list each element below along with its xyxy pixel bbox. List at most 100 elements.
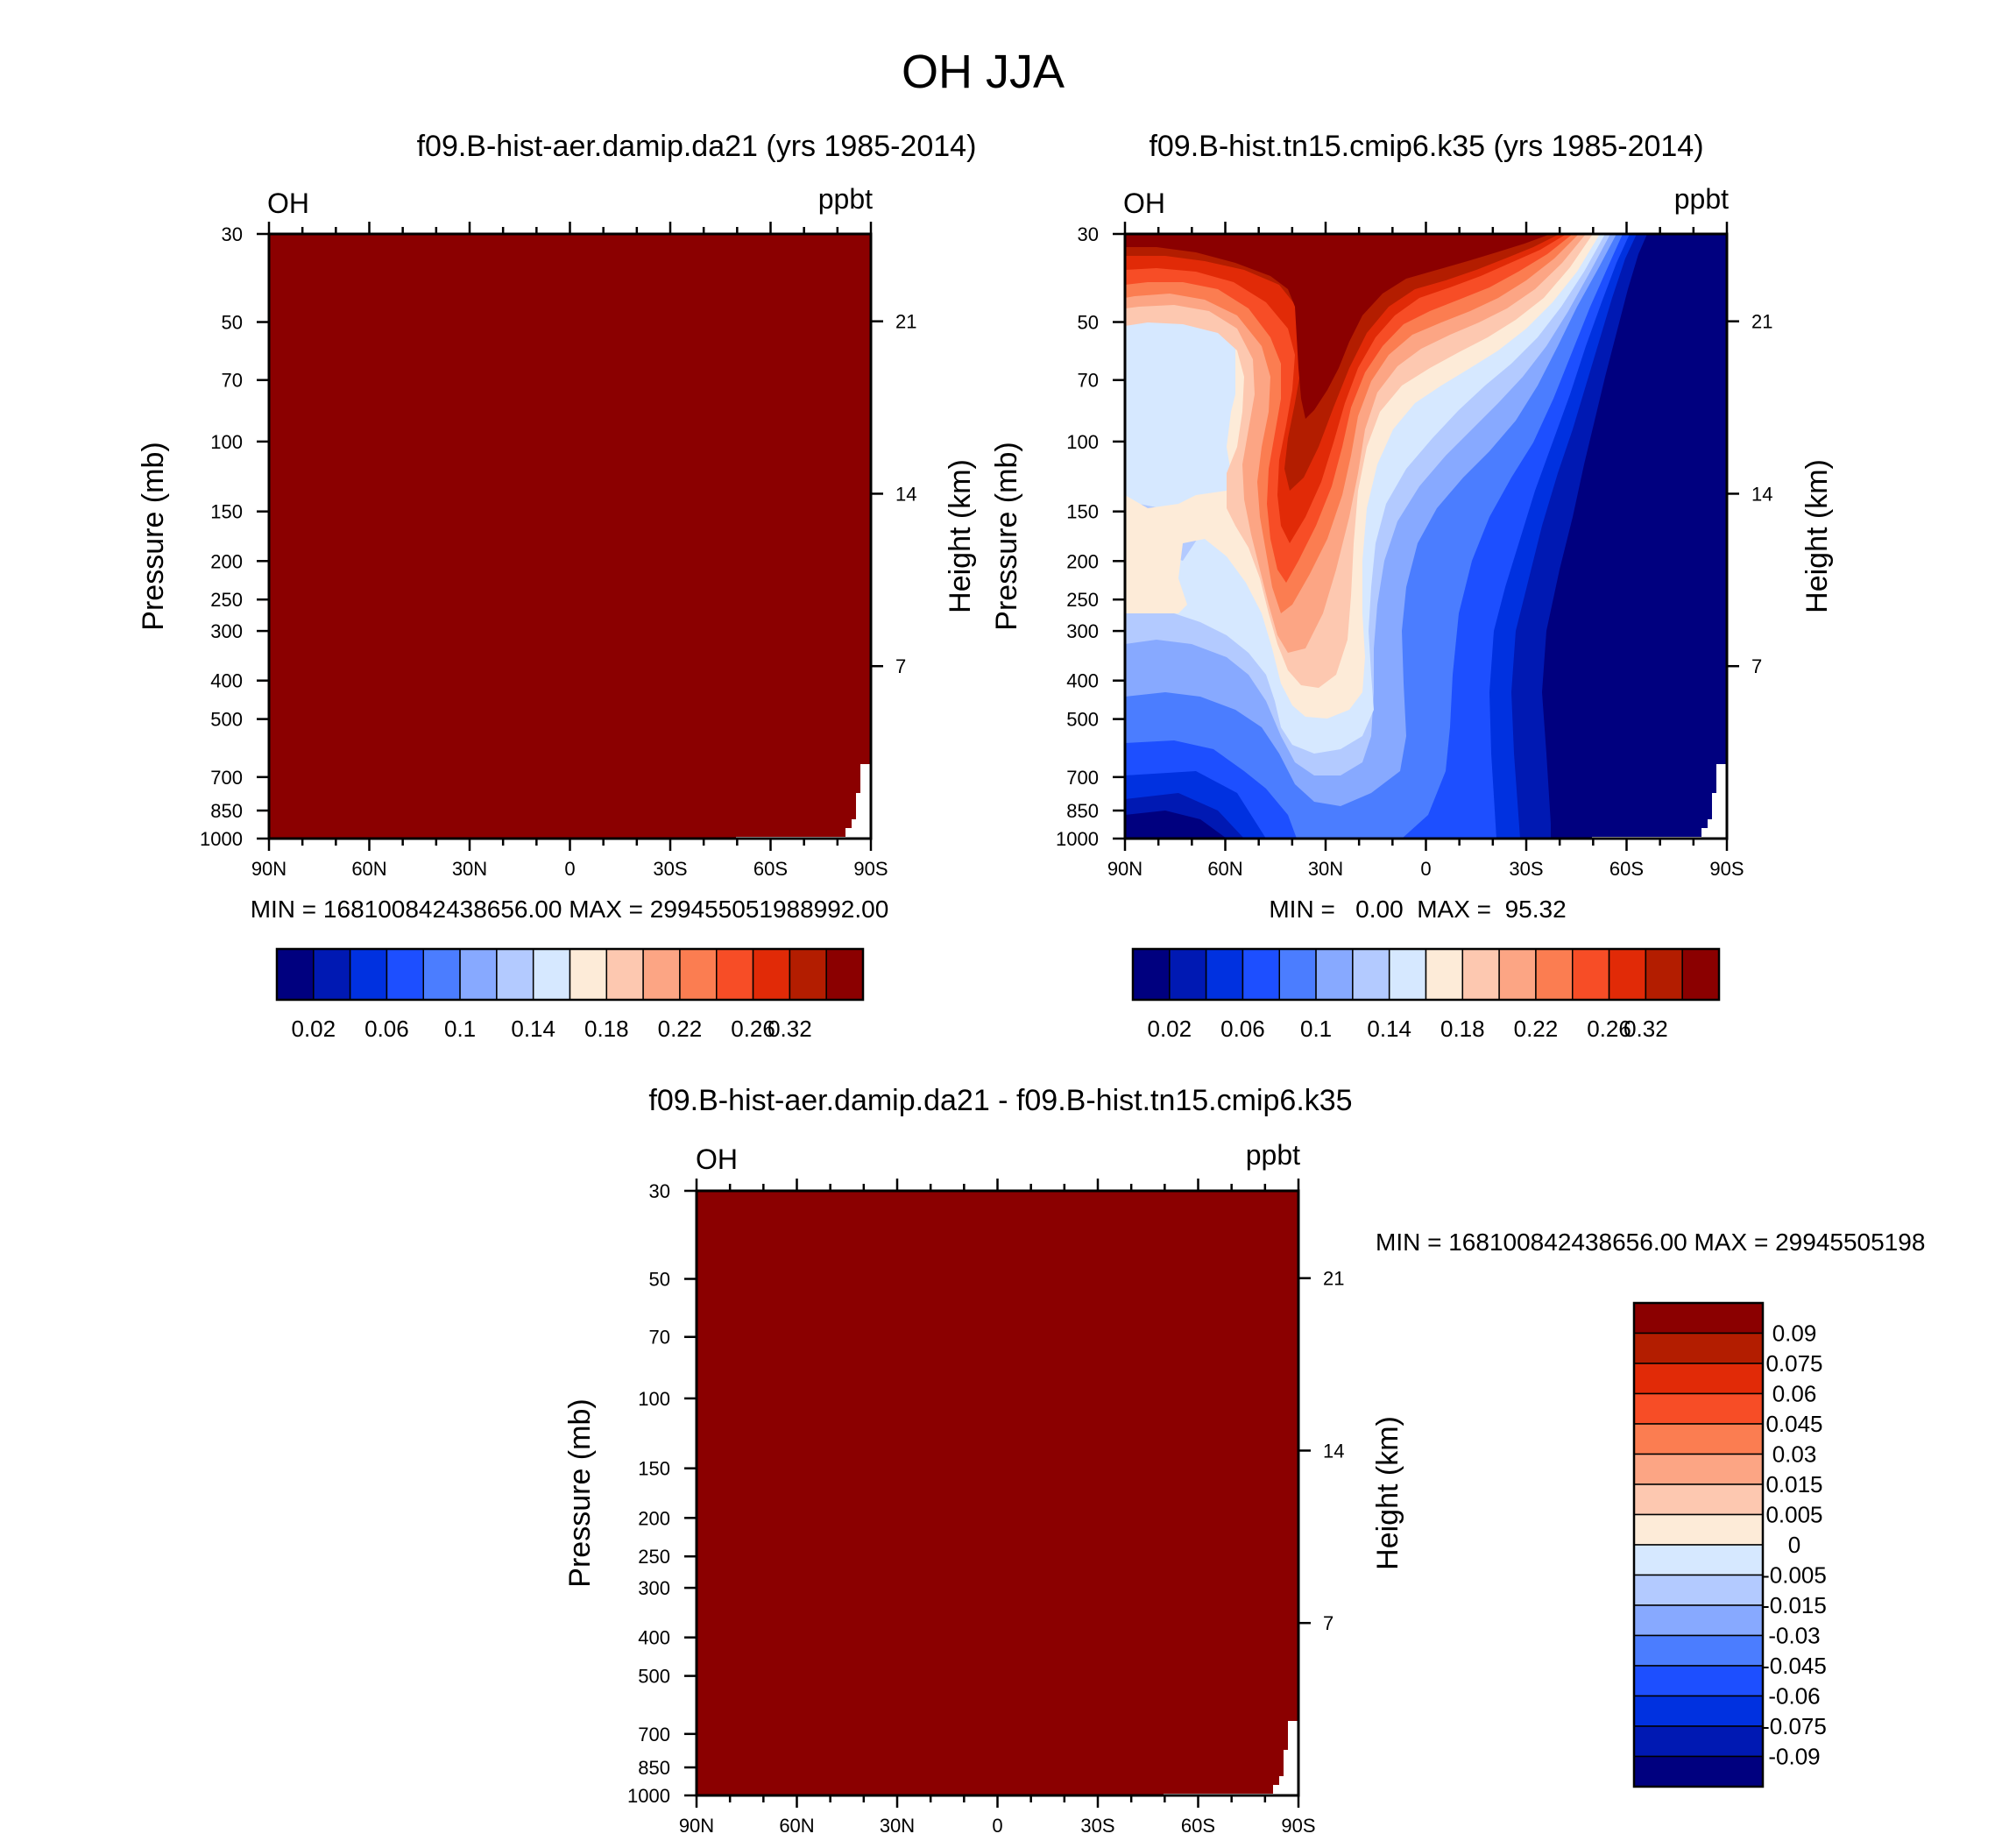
colorbar-label: -0.09	[1768, 1744, 1820, 1770]
panel-3-axes: 90N 60N 30N 0 30S 60S 90S 30 50 70 100 150 200 250 300…	[627, 1179, 1344, 1837]
y-tick-label: 70	[1078, 370, 1099, 392]
colorbar-label: 0.075	[1765, 1350, 1822, 1377]
colorbar-box	[459, 948, 498, 1001]
colorbar-label: -0.005	[1762, 1562, 1827, 1589]
panel-2-ylabel: Pressure (mb)	[990, 442, 1023, 630]
colorbar-box	[313, 948, 351, 1001]
colorbar-label: -0.015	[1762, 1592, 1827, 1618]
colorbar-box	[1633, 1725, 1764, 1758]
y-tick-label: 50	[222, 312, 243, 334]
colorbar-box	[1633, 1332, 1764, 1364]
panel-3-colorbar: 0.09 0.075 0.06 0.045 0.03 0.015 0.005 0 -0.005 -…	[1632, 1301, 1827, 1788]
x-tick-label: 30N	[1308, 858, 1343, 880]
y-tick-label: 1000	[200, 828, 243, 850]
colorbar-label: 0.26	[731, 1016, 775, 1042]
x-tick-label: 90S	[1281, 1815, 1315, 1837]
panel-1-ylabel-right: Height (km)	[944, 459, 977, 613]
panel-3-units: ppbt	[1246, 1139, 1300, 1171]
colorbar-box	[1633, 1453, 1764, 1485]
y-tick-label: 150	[210, 501, 243, 523]
colorbar-label: 0.045	[1765, 1411, 1822, 1437]
panel-2-band-15	[1125, 234, 1560, 491]
panel-1-variable: OH	[267, 188, 309, 219]
colorbar-label: 0.22	[1514, 1016, 1559, 1042]
colorbar-box	[1681, 948, 1720, 1001]
y-tick-label: 300	[638, 1577, 670, 1599]
colorbar-box	[1633, 1604, 1764, 1637]
colorbar-label: 0.03	[1772, 1441, 1817, 1468]
colorbar-box	[1242, 948, 1280, 1001]
y-tick-label: 150	[638, 1458, 670, 1480]
colorbar-box	[1633, 1423, 1764, 1455]
y-tick-label: 850	[210, 800, 243, 822]
colorbar-label: 0.015	[1765, 1471, 1822, 1498]
y-tick-label: 500	[1066, 709, 1099, 731]
colorbar-box	[1633, 1392, 1764, 1425]
x-tick-label: 90N	[251, 858, 287, 880]
colorbar-box	[605, 948, 644, 1001]
colorbar-box	[1315, 948, 1354, 1001]
colorbar-box	[422, 948, 461, 1001]
colorbar-label: 0.005	[1765, 1502, 1822, 1528]
panel-3-field	[697, 1191, 1298, 1795]
panel-3-ylabel: Pressure (mb)	[563, 1398, 597, 1587]
colorbar-box	[1535, 948, 1574, 1001]
colorbar-label: 0.1	[444, 1016, 476, 1042]
x-tick-label: 90N	[1107, 858, 1142, 880]
y-tick-label: 500	[638, 1666, 670, 1688]
x-tick-label: 90S	[1709, 858, 1744, 880]
colorbar-label: 0.14	[511, 1016, 555, 1042]
colorbar-box	[386, 948, 424, 1001]
height-tick-label: 14	[1323, 1440, 1344, 1462]
colorbar-frame	[275, 947, 865, 1002]
panel-3-title: f09.B-hist-aer.damip.da21 - f09.B-hist.t…	[648, 1084, 1352, 1117]
panel-2-band-16	[1125, 234, 1551, 419]
height-tick-label: 7	[1323, 1612, 1333, 1634]
panel-2-missing-region	[1592, 764, 1727, 839]
height-tick-label: 7	[895, 655, 906, 677]
colorbar-label: 0.18	[584, 1016, 629, 1042]
colorbar-label: 0.26	[1587, 1016, 1631, 1042]
colorbar-frame	[1131, 947, 1721, 1002]
x-tick-label: 60S	[753, 858, 788, 880]
colorbar-label: 0.06	[1220, 1016, 1265, 1042]
panel-2-colorbar: 0.02 0.06 0.1 0.14 0.18 0.22 0.260.32	[1131, 947, 1721, 1042]
panel-3-variable: OH	[696, 1143, 738, 1175]
colorbar-box	[1633, 1574, 1764, 1606]
y-tick-label: 250	[1066, 589, 1099, 611]
colorbar-box	[1633, 1695, 1764, 1727]
colorbar-box	[1205, 948, 1244, 1001]
y-tick-label: 70	[222, 370, 243, 392]
y-tick-label: 30	[1078, 223, 1099, 245]
colorbar-label: 0.14	[1367, 1016, 1411, 1042]
height-tick-label: 21	[1323, 1268, 1344, 1290]
height-tick-label: 7	[1751, 655, 1762, 677]
y-tick-label: 30	[649, 1180, 670, 1202]
y-tick-label: 200	[210, 550, 243, 572]
x-tick-label: 0	[1420, 858, 1431, 880]
colorbar-box	[1425, 948, 1464, 1001]
y-tick-label: 700	[210, 767, 243, 789]
x-tick-label: 90S	[853, 858, 888, 880]
colorbar-frame	[1632, 1301, 1765, 1788]
x-tick-label: 30N	[880, 1815, 915, 1837]
colorbar-box	[1608, 948, 1647, 1001]
colorbar-box	[1633, 1302, 1764, 1335]
panel-2-band-14	[1125, 234, 1567, 543]
panel-2-ylabel-right: Height (km)	[1800, 459, 1834, 613]
colorbar-box	[789, 948, 827, 1001]
panel-2-units: ppbt	[1674, 183, 1729, 215]
colorbar-label: 0.06	[364, 1016, 409, 1042]
x-tick-label: 30N	[452, 858, 487, 880]
y-tick-label: 300	[210, 620, 243, 642]
panel-1-ylabel: Pressure (mb)	[137, 442, 170, 630]
y-tick-label: 150	[1066, 501, 1099, 523]
colorbar-box	[1633, 1363, 1764, 1395]
y-tick-label: 50	[1078, 312, 1099, 334]
y-tick-label: 400	[1066, 670, 1099, 692]
colorbar-label: 0.18	[1440, 1016, 1485, 1042]
y-tick-label: 850	[638, 1757, 670, 1779]
figure-title: OH JJA	[902, 46, 1065, 98]
panel-2-band-11	[1125, 234, 1586, 653]
y-tick-label: 500	[210, 709, 243, 731]
